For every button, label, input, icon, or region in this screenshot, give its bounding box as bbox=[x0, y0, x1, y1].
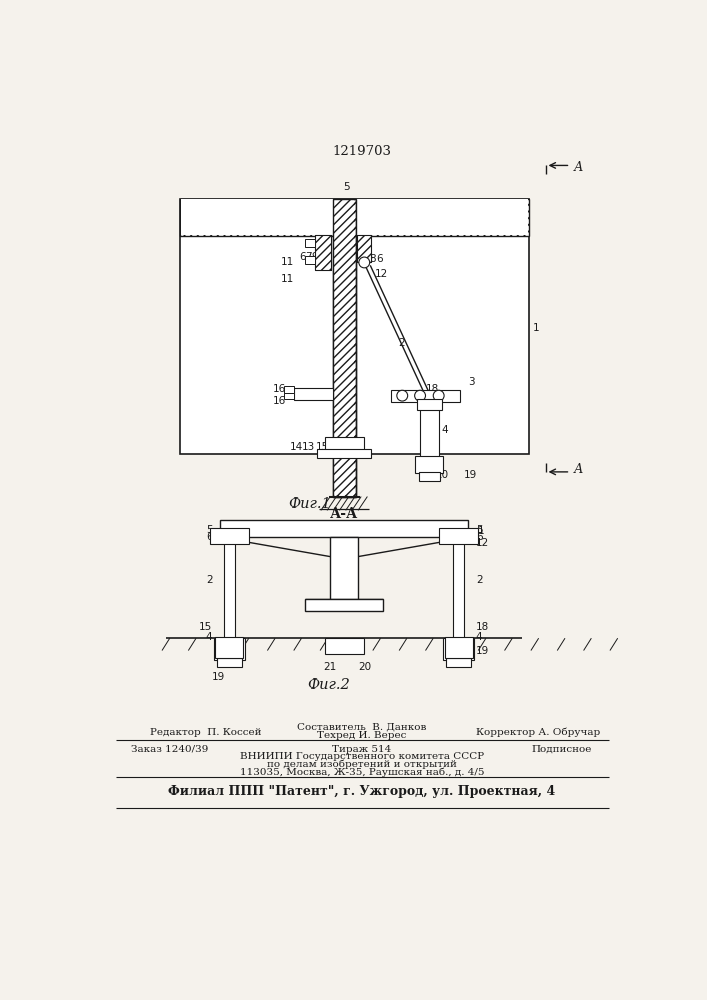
Bar bbox=[217, 658, 242, 667]
Bar bbox=[419, 472, 440, 481]
Bar bbox=[440, 528, 478, 544]
Text: Фиг.1: Фиг.1 bbox=[288, 497, 331, 511]
Text: 12: 12 bbox=[375, 269, 388, 279]
Bar bbox=[417, 399, 442, 410]
Text: А: А bbox=[573, 463, 583, 476]
Text: по делам изобретений и открытий: по делам изобретений и открытий bbox=[267, 760, 457, 769]
Text: 7: 7 bbox=[305, 252, 312, 262]
Bar bbox=[325, 437, 363, 453]
Text: 5: 5 bbox=[343, 182, 350, 192]
Bar bbox=[284, 393, 293, 399]
Bar bbox=[445, 637, 473, 658]
Bar bbox=[305, 239, 315, 247]
Text: 4: 4 bbox=[476, 632, 482, 642]
Bar bbox=[293, 388, 332, 400]
Bar bbox=[453, 539, 464, 638]
Text: 6: 6 bbox=[377, 254, 383, 264]
Text: 1: 1 bbox=[477, 526, 484, 536]
Text: 6: 6 bbox=[476, 532, 482, 542]
Bar bbox=[330, 537, 358, 599]
Text: 19: 19 bbox=[464, 470, 477, 480]
Text: 6: 6 bbox=[206, 532, 212, 542]
Text: Филиал ППП "Патент", г. Ужгород, ул. Проектная, 4: Филиал ППП "Патент", г. Ужгород, ул. Про… bbox=[168, 785, 556, 798]
Circle shape bbox=[359, 257, 370, 268]
Text: 5: 5 bbox=[206, 525, 212, 535]
Bar bbox=[305, 599, 383, 611]
Text: 13: 13 bbox=[302, 442, 315, 452]
Text: 19: 19 bbox=[476, 646, 489, 656]
Bar bbox=[334, 200, 354, 495]
Text: 2: 2 bbox=[476, 575, 482, 585]
Text: 12: 12 bbox=[476, 538, 489, 548]
Text: 10: 10 bbox=[358, 249, 371, 259]
Bar bbox=[284, 386, 293, 393]
Bar bbox=[332, 199, 356, 497]
Text: Корректор А. Обручар: Корректор А. Обручар bbox=[476, 727, 600, 737]
Text: 4: 4 bbox=[441, 425, 448, 435]
Text: 1: 1 bbox=[533, 323, 540, 333]
Text: 3: 3 bbox=[468, 377, 474, 387]
Bar bbox=[325, 638, 363, 654]
Text: 8: 8 bbox=[369, 254, 375, 264]
Text: 19: 19 bbox=[212, 672, 226, 682]
Text: 4: 4 bbox=[206, 632, 212, 642]
Text: 11: 11 bbox=[281, 257, 293, 267]
Text: 6: 6 bbox=[299, 252, 306, 262]
Text: 11: 11 bbox=[281, 274, 293, 284]
Text: 5: 5 bbox=[476, 525, 482, 535]
Bar bbox=[305, 256, 315, 264]
Bar bbox=[443, 638, 474, 660]
Bar bbox=[315, 235, 331, 270]
Text: 2: 2 bbox=[398, 338, 405, 348]
Bar bbox=[356, 199, 528, 235]
Bar bbox=[357, 235, 371, 262]
Text: Тираж 514: Тираж 514 bbox=[332, 745, 392, 754]
Bar bbox=[216, 637, 243, 658]
Bar bbox=[315, 235, 331, 270]
Text: 9: 9 bbox=[312, 252, 318, 262]
Bar bbox=[416, 456, 443, 473]
Bar bbox=[332, 199, 356, 497]
Text: ВНИИПИ Государственного комитета СССР: ВНИИПИ Государственного комитета СССР bbox=[240, 752, 484, 761]
Bar bbox=[357, 235, 371, 262]
Text: Заказ 1240/39: Заказ 1240/39 bbox=[131, 745, 209, 754]
Text: 16: 16 bbox=[273, 384, 286, 394]
Text: 18: 18 bbox=[476, 622, 489, 632]
Text: Составитель  В. Данков: Составитель В. Данков bbox=[297, 723, 426, 732]
Text: 14: 14 bbox=[289, 442, 303, 452]
Text: 15: 15 bbox=[199, 622, 212, 632]
Text: 20: 20 bbox=[435, 470, 448, 480]
Circle shape bbox=[433, 390, 444, 401]
Text: 16: 16 bbox=[273, 396, 286, 406]
Bar bbox=[420, 402, 438, 458]
Bar bbox=[317, 449, 371, 458]
Text: 17: 17 bbox=[345, 442, 358, 452]
Circle shape bbox=[414, 390, 426, 401]
Bar bbox=[446, 658, 472, 667]
Text: Фиг.2: Фиг.2 bbox=[308, 678, 350, 692]
Circle shape bbox=[397, 390, 408, 401]
Bar bbox=[180, 199, 332, 235]
Text: 21: 21 bbox=[323, 662, 337, 672]
Text: 2: 2 bbox=[206, 575, 212, 585]
Text: А: А bbox=[573, 161, 583, 174]
Text: Техред И. Верес: Техред И. Верес bbox=[317, 732, 407, 740]
Text: 20: 20 bbox=[358, 662, 371, 672]
Text: Подписное: Подписное bbox=[532, 745, 592, 754]
Bar bbox=[180, 199, 529, 235]
Bar bbox=[224, 539, 235, 638]
Bar bbox=[220, 520, 468, 537]
Text: А-А: А-А bbox=[330, 507, 358, 521]
Bar bbox=[214, 638, 245, 660]
Text: 15: 15 bbox=[316, 442, 329, 452]
Text: 113035, Москва, Ж-35, Раушская наб., д. 4/5: 113035, Москва, Ж-35, Раушская наб., д. … bbox=[240, 767, 484, 777]
Text: Редактор  П. Коссей: Редактор П. Коссей bbox=[151, 728, 262, 737]
Bar bbox=[210, 528, 249, 544]
Text: 18: 18 bbox=[426, 384, 439, 394]
Bar bbox=[391, 389, 460, 402]
Bar bbox=[180, 199, 529, 454]
Text: 1219703: 1219703 bbox=[332, 145, 392, 158]
